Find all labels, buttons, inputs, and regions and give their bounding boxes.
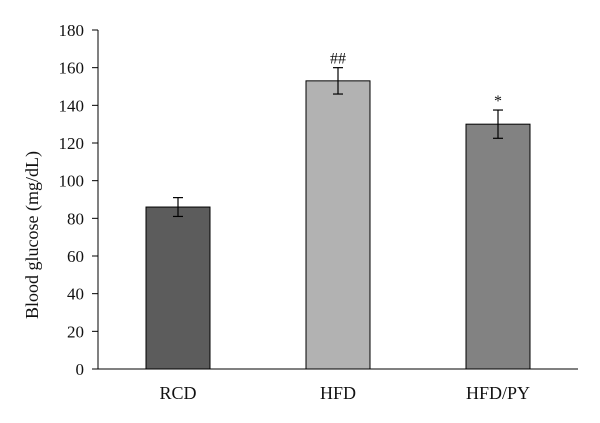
y-tick-label: 160 xyxy=(59,59,85,78)
x-tick-label: RCD xyxy=(159,383,196,403)
x-tick-label: HFD xyxy=(320,383,356,403)
x-tick-label: HFD/PY xyxy=(466,383,530,403)
y-tick-label: 140 xyxy=(59,96,85,115)
y-tick-label: 60 xyxy=(67,247,84,266)
significance-label: ## xyxy=(330,51,346,68)
y-tick-label: 20 xyxy=(67,322,84,341)
x-labels-group: RCD HFD HFD/PY xyxy=(159,383,530,403)
bar-rcd xyxy=(145,206,211,370)
y-ticks-group: 0 20 40 60 80 100 120 140 160 180 xyxy=(59,21,98,379)
bars-group: ## * xyxy=(145,51,531,370)
y-tick-label: 180 xyxy=(59,21,85,40)
y-tick-label: 120 xyxy=(59,134,85,153)
bar-hfd-py xyxy=(465,123,531,370)
y-tick-label: 80 xyxy=(67,209,84,228)
y-tick-label: 40 xyxy=(67,285,84,304)
significance-label: * xyxy=(494,93,502,110)
y-tick-label: 100 xyxy=(59,172,85,191)
bar-hfd xyxy=(305,80,371,370)
y-axis-title: Blood glucose (mg/dL) xyxy=(22,151,43,319)
y-tick-label: 0 xyxy=(76,360,85,379)
